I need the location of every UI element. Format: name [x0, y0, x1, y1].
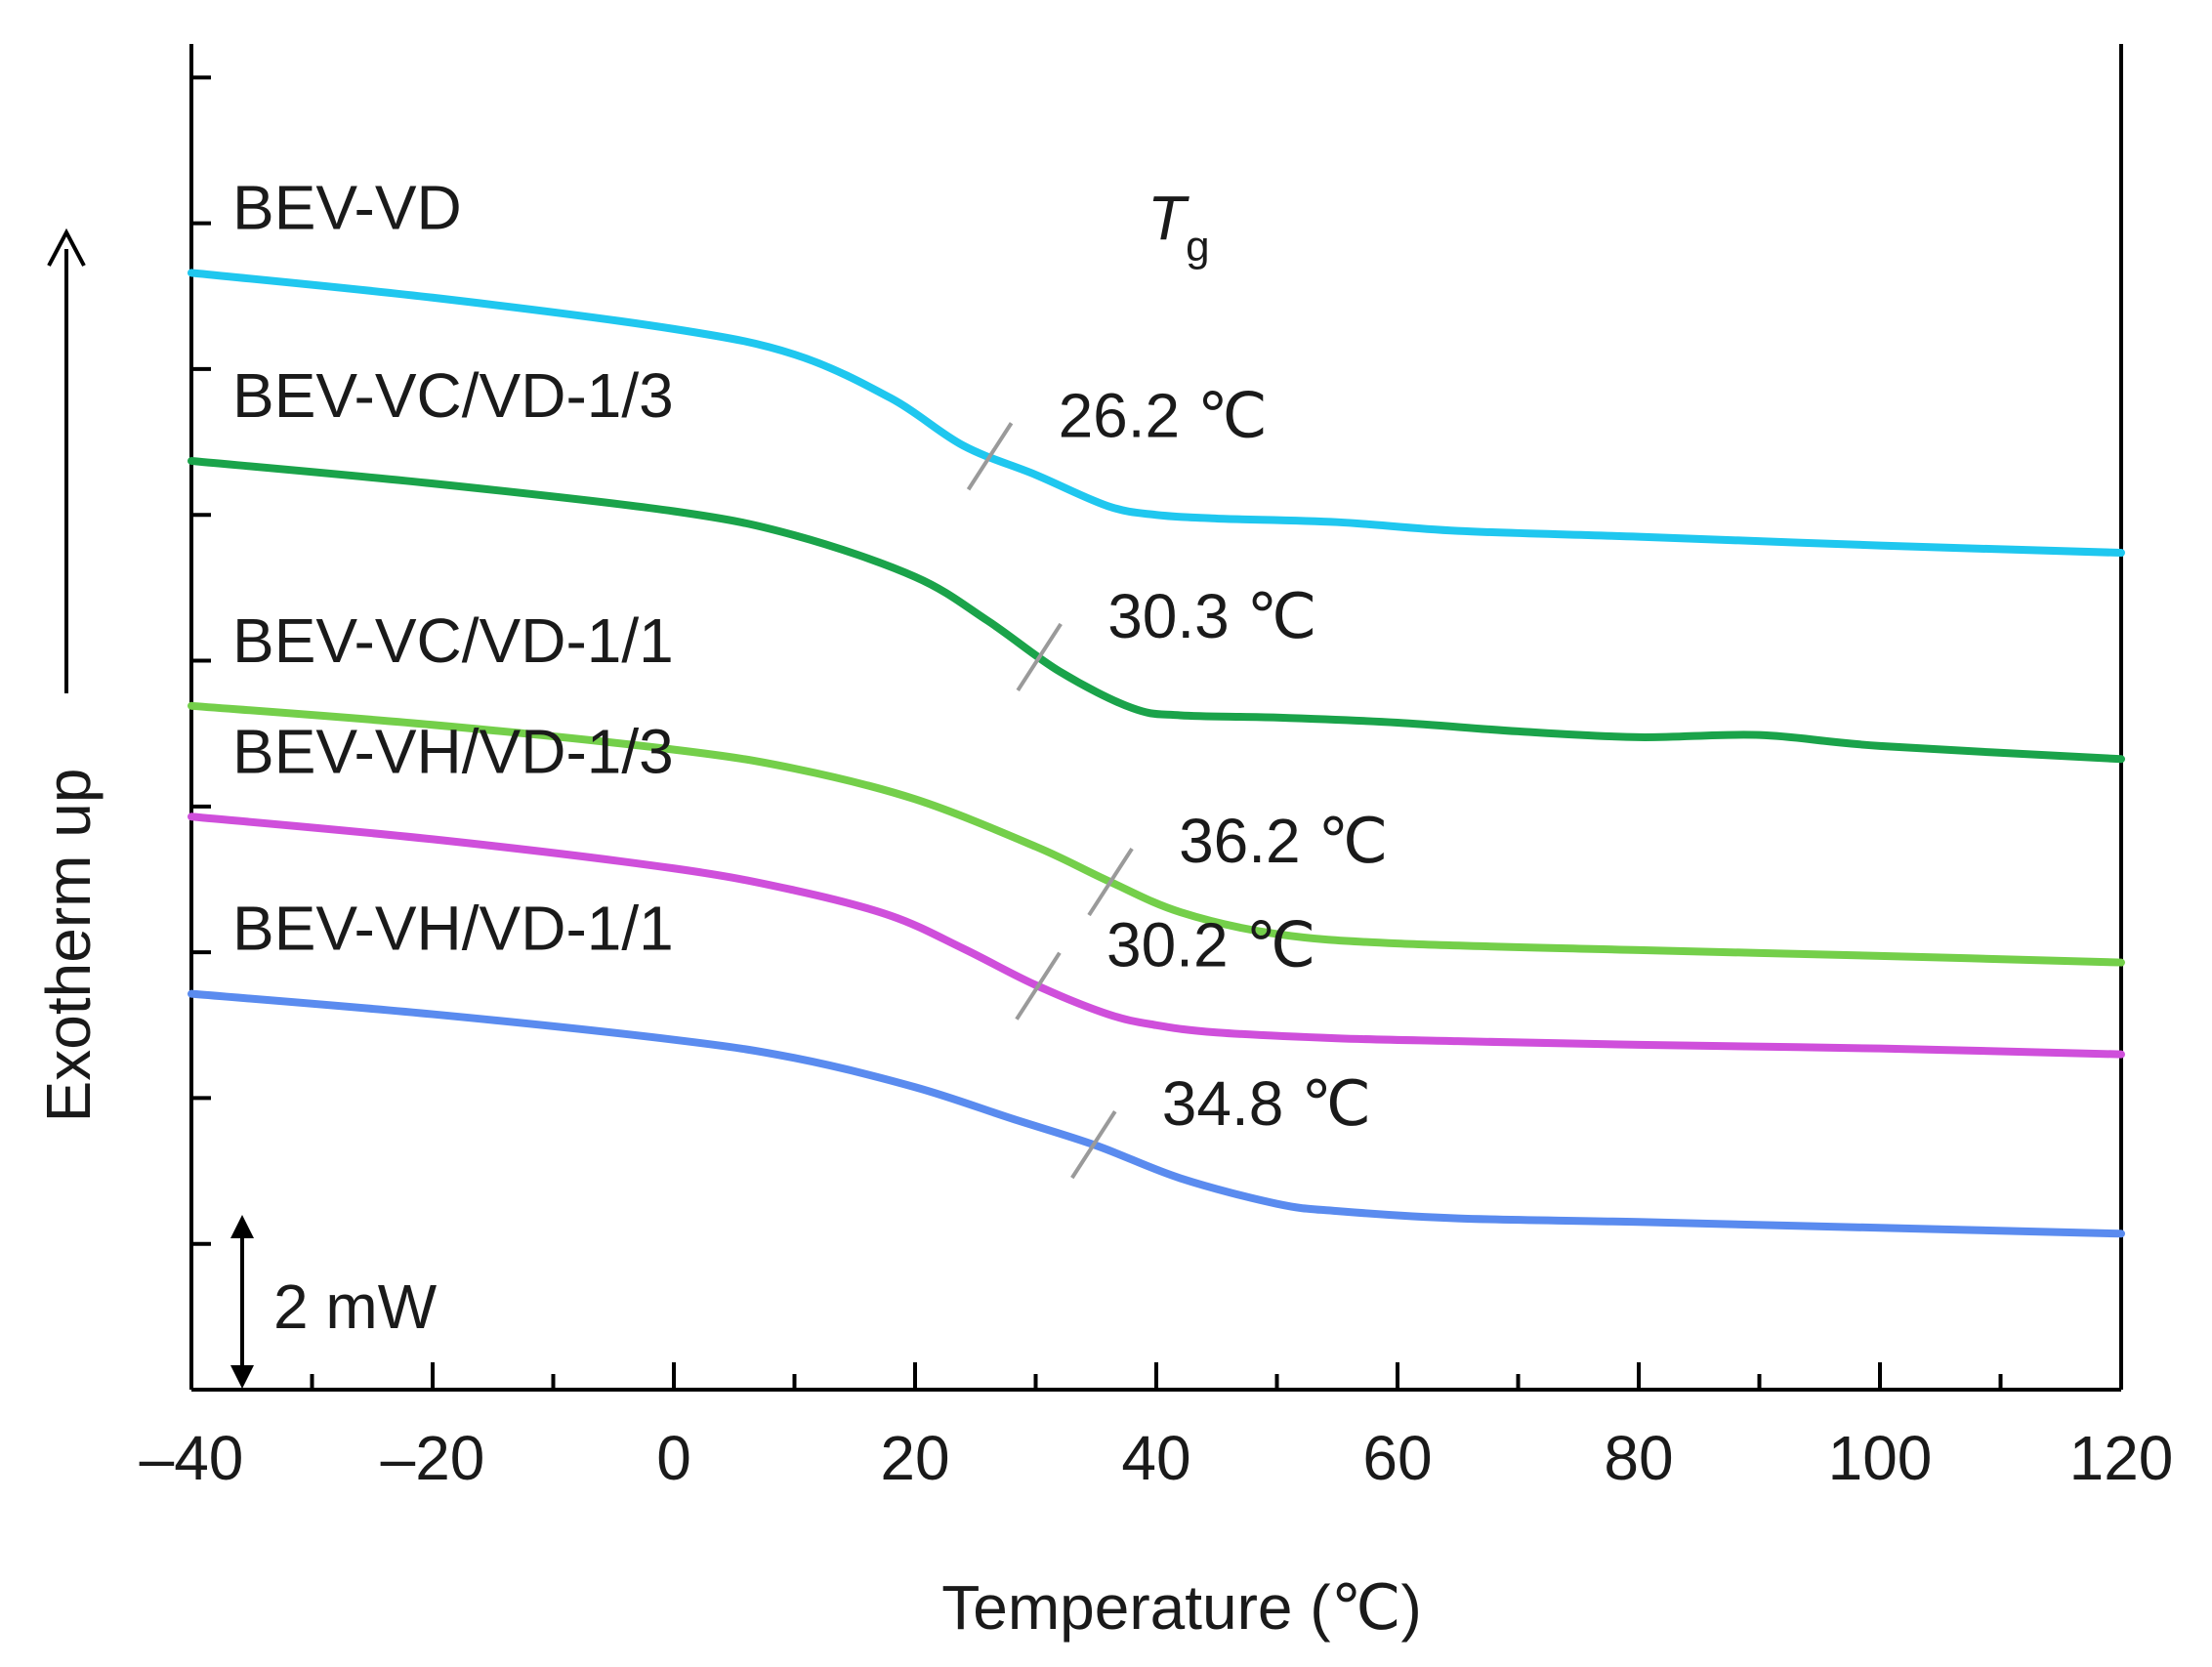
- tg-title-main: T: [1148, 183, 1189, 253]
- tg-label-4: 30.2 ℃: [1106, 910, 1315, 980]
- axes: –40 –20 0 20 40 60 80 100 120: [140, 44, 2174, 1493]
- scale-bar-arrow-top: [230, 1215, 254, 1238]
- tg-label-5: 34.8 ℃: [1162, 1068, 1371, 1139]
- x-tick-label: 20: [880, 1423, 949, 1493]
- x-tick-label: 60: [1362, 1423, 1432, 1493]
- x-tick-label: 120: [2069, 1423, 2174, 1493]
- series-curve-2: [188, 456, 2125, 764]
- tg-label-3: 36.2 ℃: [1179, 806, 1388, 876]
- series-curve-4: [188, 813, 2125, 1059]
- series-label-2: BEV-VC/VD-1/3: [232, 360, 674, 431]
- tg-mark-2: [1016, 622, 1063, 691]
- scale-bar: 2 mW: [230, 1215, 438, 1389]
- y-axis-title: Exotherm up: [33, 769, 104, 1123]
- tg-label-1: 26.2 ℃: [1059, 380, 1268, 450]
- x-axis-title: Temperature (℃): [941, 1572, 1422, 1643]
- x-tick-label: 100: [1828, 1423, 1933, 1493]
- tg-label-2: 30.3 ℃: [1107, 581, 1316, 651]
- series-label-4: BEV-VH/VD-1/3: [232, 716, 674, 786]
- tg-mark-1: [966, 422, 1014, 491]
- tg-mark-4: [1015, 951, 1062, 1021]
- tg-mark-5: [1070, 1110, 1117, 1180]
- series-label-1: BEV-VD: [232, 172, 462, 242]
- tg-title: Tg: [1148, 183, 1210, 271]
- x-tick-label: 0: [656, 1423, 691, 1493]
- series-label-3: BEV-VC/VD-1/1: [232, 605, 674, 676]
- series-label-5: BEV-VH/VD-1/1: [232, 894, 674, 964]
- series-curves: BEV-VD BEV-VC/VD-1/3 BEV-VC/VD-1/1 BEV-VH/V…: [188, 172, 2125, 1238]
- x-tick-label: 40: [1121, 1423, 1190, 1493]
- tg-markers: 26.2 ℃ 30.3 ℃ 36.2 ℃ 30.2 ℃ 34.8 ℃: [966, 380, 1388, 1180]
- x-tick-label: –40: [140, 1423, 244, 1493]
- scale-bar-label: 2 mW: [273, 1271, 438, 1342]
- x-tick-label: –20: [381, 1423, 485, 1493]
- scale-bar-arrow-bottom: [230, 1365, 254, 1389]
- tg-mark-3: [1087, 847, 1134, 917]
- series-curve-5: [188, 989, 2125, 1238]
- series-curve-1: [188, 269, 2125, 558]
- exotherm-arrow: [47, 228, 86, 693]
- tg-title-sub: g: [1186, 223, 1209, 271]
- x-tick-label: 80: [1604, 1423, 1673, 1493]
- exotherm-arrow-head: [47, 228, 86, 267]
